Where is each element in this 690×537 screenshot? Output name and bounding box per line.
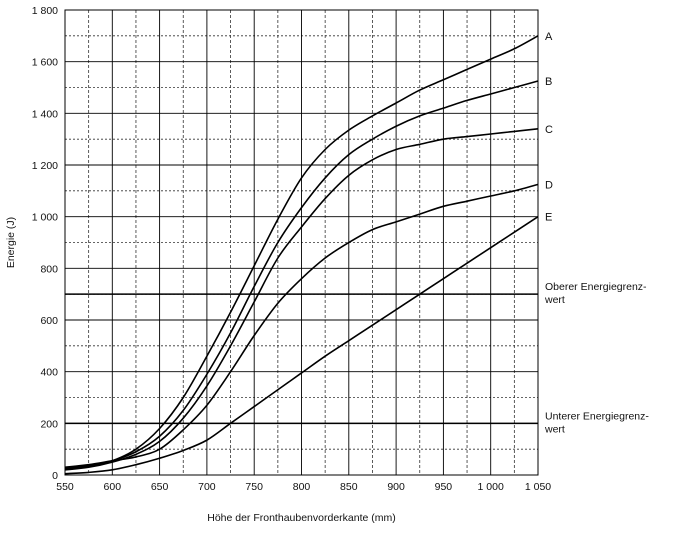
y-axis-title: Energie (J) (5, 217, 17, 268)
y-tick-labels: 0 200 400 600 800 1 000 1 200 1 400 1 600 1 800 (32, 5, 58, 482)
energy-limit-label: Oberer Energiegrenz- (545, 281, 647, 293)
series-line-a (64, 35, 539, 470)
series-label-a: A (545, 31, 553, 43)
x-axis-title: Höhe der Fronthaubenvorderkante (mm) (207, 512, 396, 524)
y-tick-label: 1 000 (32, 212, 58, 224)
y-tick-label: 1 200 (32, 160, 58, 172)
x-tick-labels: 550 600 650 700 750 800 850 900 950 1 000 1 050 (56, 481, 551, 493)
y-tick-label: 1 800 (32, 5, 58, 17)
series-label-e: E (545, 212, 552, 224)
x-tick-label: 950 (435, 481, 453, 493)
x-tick-label: 700 (198, 481, 216, 493)
y-tick-label: 600 (40, 315, 58, 327)
energy-limit-label-cont: wert (544, 423, 565, 435)
plot-frame (64, 9, 539, 476)
x-tick-label: 600 (104, 481, 122, 493)
x-tick-label: 1 050 (525, 481, 551, 493)
series-lines (64, 35, 539, 475)
series-line-d (64, 183, 539, 469)
x-tick-label: 850 (340, 481, 358, 493)
series-line-c (64, 128, 539, 471)
y-tick-label: 400 (40, 367, 58, 379)
series-label-d: D (545, 179, 553, 191)
energy-limit-label: Unterer Energiegrenz- (545, 410, 649, 422)
y-tick-label: 800 (40, 263, 58, 275)
x-tick-label: 900 (387, 481, 405, 493)
y-tick-label: 200 (40, 418, 58, 430)
series-label-b: B (545, 76, 552, 88)
energy-limit-label-cont: wert (544, 294, 565, 306)
x-tick-label: 650 (151, 481, 169, 493)
series-line-b (64, 80, 539, 470)
y-tick-label: 0 (52, 470, 58, 482)
y-tick-label: 1 600 (32, 57, 58, 69)
x-tick-label: 750 (245, 481, 263, 493)
series-line-e (64, 216, 539, 475)
series-label-c: C (545, 124, 553, 136)
series-labels: A B C D E (545, 31, 553, 224)
y-tick-label: 1 400 (32, 108, 58, 120)
x-tick-label: 800 (293, 481, 311, 493)
x-tick-label: 550 (56, 481, 74, 493)
x-tick-label: 1 000 (478, 481, 504, 493)
reference-lines (65, 293, 538, 425)
